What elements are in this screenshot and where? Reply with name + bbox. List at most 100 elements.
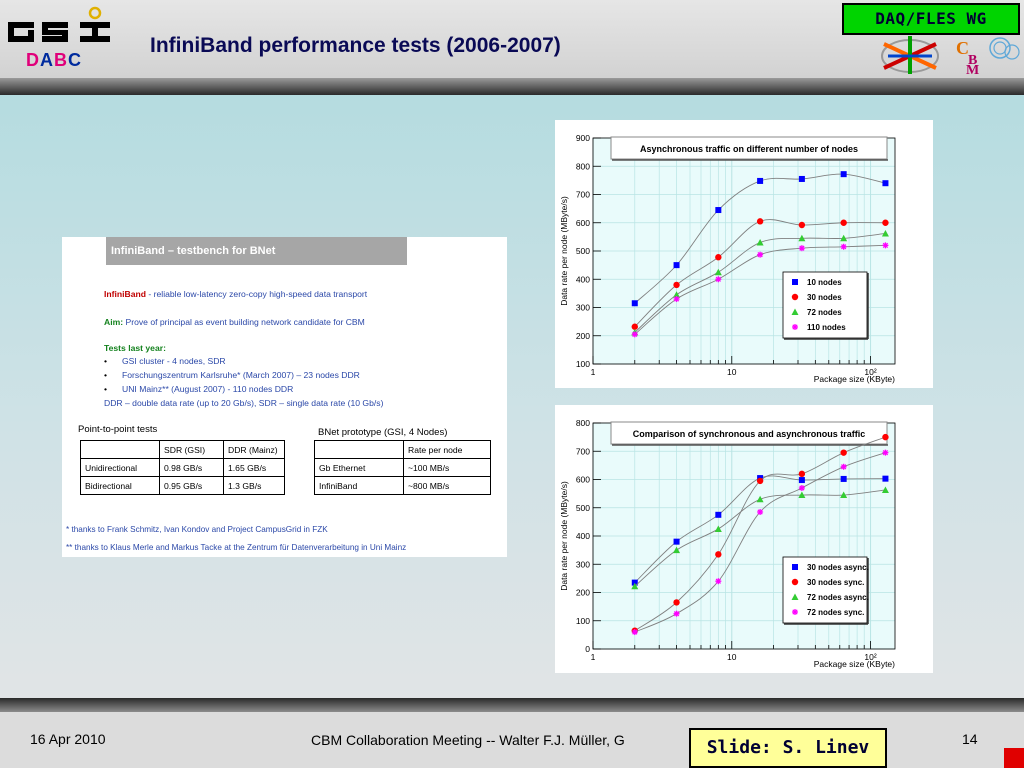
legend-label: 72 nodes async. [807,593,869,602]
aim-text: Prove of principal as event building net… [123,317,365,327]
data-point [882,242,889,249]
table-row: Bidirectional 0.95 GB/s 1.3 GB/s [80,476,285,495]
data-point-stroke [882,242,889,249]
data-point [840,243,847,250]
x-tick-label: 1 [591,652,596,662]
legend-label: 10 nodes [807,278,842,287]
data-point [840,234,848,242]
x-tick-label: 1 [591,367,596,377]
data-point [881,486,889,493]
data-point [756,495,764,503]
data-point [791,593,799,600]
y-tick-label: 0 [585,644,590,654]
data-point [798,221,806,229]
p2p-table: SDR (GSI) DDR (Mainz) Unidirectional 0.9… [80,440,285,495]
data-point [714,525,722,532]
data-point [882,475,889,482]
table-cell: SDR (GSI) [159,440,224,459]
dabc-logo: DABC [26,50,82,71]
data-point [631,300,638,307]
data-point [715,207,722,214]
ddr-note: DDR – double data rate (up to 20 Gb/s), … [104,398,384,408]
svg-text:M: M [966,63,979,76]
table-cell: Unidirectional [80,458,160,477]
data-point [673,296,680,303]
gsi-logo [8,6,110,42]
dabc-letter-d: D [26,50,40,70]
y-axis-title: Data rate per node (MByte/s) [559,196,569,306]
data-point [792,279,798,285]
legend-label: 30 nodes async. [807,563,869,572]
data-point [631,629,638,636]
table-row: Rate per node [314,440,491,459]
y-axis-title: Data rate per node (MByte/s) [559,481,569,591]
y-tick-label: 800 [576,418,590,428]
data-point [673,538,680,545]
y-tick-label: 100 [576,359,590,369]
data-point [631,582,639,590]
data-point [840,171,847,178]
data-point-stroke [632,629,638,635]
panel-line-tests: Tests last year: [104,343,166,353]
data-point [631,579,638,586]
data-point [673,610,680,617]
svg-text:B: B [968,53,977,68]
data-point [631,331,638,338]
bullet-text: UNI Mainz** (August 2007) - 110 nodes DD… [122,384,294,394]
table-cell [314,440,404,459]
table-row: Gb Ethernet ~100 MB/s [314,458,491,477]
slide-header: DABC InfiniBand performance tests (2006-… [0,0,1024,78]
y-tick-label: 900 [576,133,590,143]
legend: 10 nodes 30 nodes 72 nodes 110 nodes [782,271,869,340]
table-cell: Rate per node [403,440,491,459]
footnote-mainz: ** thanks to Klaus Merle and Markus Tack… [66,543,407,552]
footer-date: 16 Apr 2010 [30,731,106,747]
data-point [798,484,805,491]
data-point [791,308,799,315]
data-point [715,254,722,261]
data-point [840,491,848,499]
y-tick-label: 400 [576,531,590,541]
data-point-stroke [799,245,805,251]
legend-label: 72 nodes sync. [807,608,864,617]
table-cell: Bidirectional [80,476,160,495]
data-point [715,276,722,283]
dabc-letter-a: A [40,50,54,70]
data-point [798,245,805,252]
data-point [840,463,847,470]
title-box-frame [610,136,888,160]
table-cell: 0.95 GB/s [159,476,224,495]
y-tick-label: 600 [576,475,590,485]
legend-label: 30 nodes sync. [807,578,864,587]
footnote-fzk: * thanks to Frank Schmitz, Ivan Kondov a… [66,525,328,534]
panel-line-infiniband: InfiniBand - reliable low-latency zero-c… [104,289,367,299]
y-tick-label: 700 [576,190,590,200]
y-tick-label: 300 [576,559,590,569]
data-point [756,239,764,246]
data-point [798,491,806,499]
data-point [840,449,847,456]
y-tick-label: 200 [576,588,590,598]
data-point-stroke [673,296,680,302]
infiniband-lead: InfiniBand [104,289,147,299]
chart-title: Comparison of synchronous and asynchrono… [633,429,866,439]
data-point [792,324,798,330]
legend-label: 110 nodes [807,323,846,332]
corner-accent [1004,748,1024,768]
data-point-stroke [792,609,798,615]
data-point-stroke [792,324,798,330]
bnet-table: Rate per node Gb Ethernet ~100 MB/s Infi… [314,440,491,495]
y-tick-label: 100 [576,616,590,626]
bullet-text: GSI cluster - 4 nodes, SDR [122,356,226,366]
bullet-item: • UNI Mainz** (August 2007) - 110 nodes D… [104,384,294,394]
data-point [840,219,847,226]
data-point-stroke [757,252,763,258]
table-cell: 1.65 GB/s [223,458,285,477]
data-point [798,234,806,242]
x-tick-label: 10² [864,367,876,377]
table-row: SDR (GSI) DDR (Mainz) [80,440,285,459]
data-point [881,229,889,237]
data-point [673,262,680,269]
data-point [673,599,680,606]
data-point [757,177,764,184]
